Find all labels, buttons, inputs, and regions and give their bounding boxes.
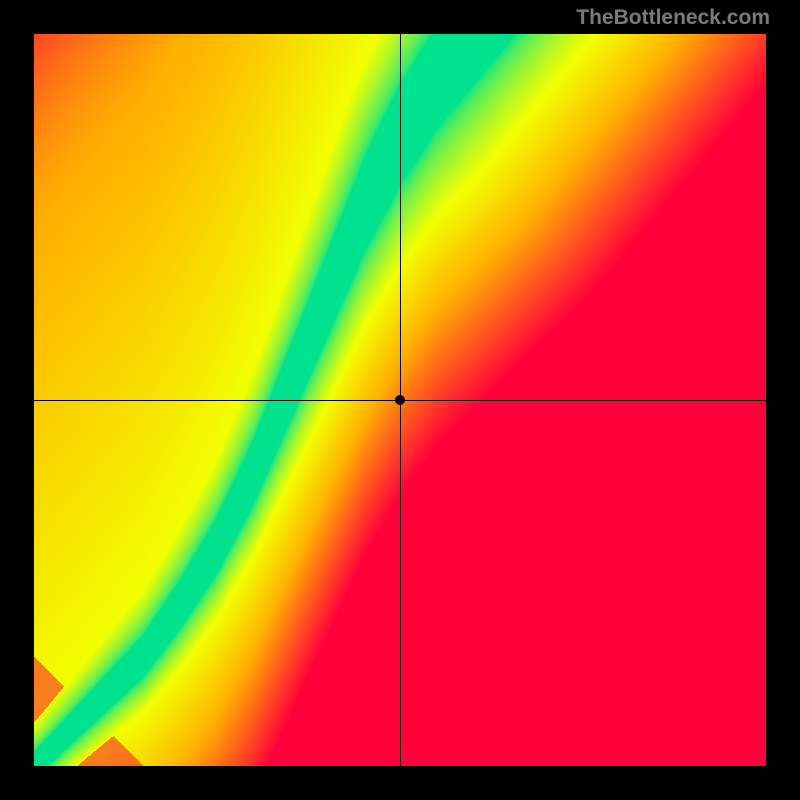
chart-container: TheBottleneck.com [0,0,800,800]
heatmap-plot [34,34,766,766]
watermark-text: TheBottleneck.com [576,6,770,30]
crosshair-marker [395,395,405,405]
